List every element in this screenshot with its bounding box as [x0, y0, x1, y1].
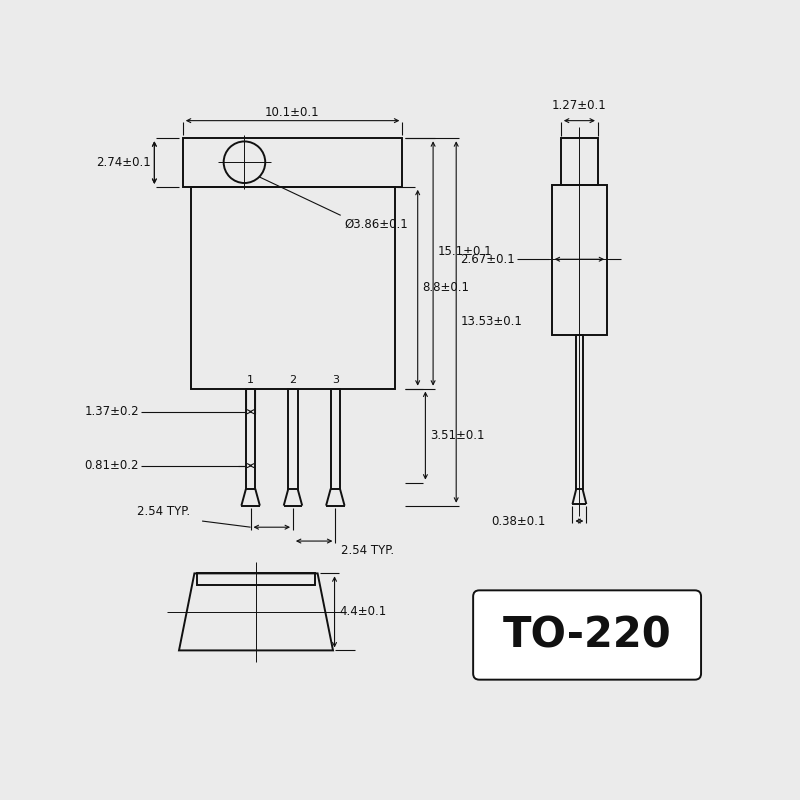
Bar: [288, 389, 298, 489]
Text: 1.37±0.2: 1.37±0.2: [84, 405, 139, 418]
Text: 4.4±0.1: 4.4±0.1: [339, 606, 386, 618]
Text: 10.1±0.1: 10.1±0.1: [265, 106, 319, 118]
Text: 2.54 TYP.: 2.54 TYP.: [342, 544, 394, 557]
Text: 13.53±0.1: 13.53±0.1: [461, 315, 522, 328]
Bar: [183, 138, 402, 187]
Text: 2.67±0.1: 2.67±0.1: [460, 253, 514, 266]
Text: 1: 1: [247, 374, 254, 385]
Text: 0.38±0.1: 0.38±0.1: [491, 514, 546, 527]
Bar: [246, 389, 255, 489]
Bar: [190, 187, 394, 389]
Text: 15.1±0.1: 15.1±0.1: [438, 245, 492, 258]
Text: 2: 2: [290, 374, 297, 385]
Text: Ø3.86±0.1: Ø3.86±0.1: [345, 218, 408, 230]
Text: 0.81±0.2: 0.81±0.2: [85, 459, 139, 472]
Bar: [330, 389, 340, 489]
Bar: [198, 574, 314, 585]
Bar: [561, 138, 598, 185]
Text: 3.51±0.1: 3.51±0.1: [430, 429, 485, 442]
Text: 8.8±0.1: 8.8±0.1: [422, 282, 470, 294]
Bar: [552, 185, 607, 334]
Text: 2.54 TYP.: 2.54 TYP.: [137, 505, 190, 518]
Text: 1.27±0.1: 1.27±0.1: [552, 99, 606, 112]
Text: TO-220: TO-220: [502, 614, 671, 656]
Text: 2.74±0.1: 2.74±0.1: [96, 156, 150, 169]
Text: 3: 3: [332, 374, 339, 385]
Bar: [576, 334, 583, 489]
FancyBboxPatch shape: [473, 590, 701, 680]
